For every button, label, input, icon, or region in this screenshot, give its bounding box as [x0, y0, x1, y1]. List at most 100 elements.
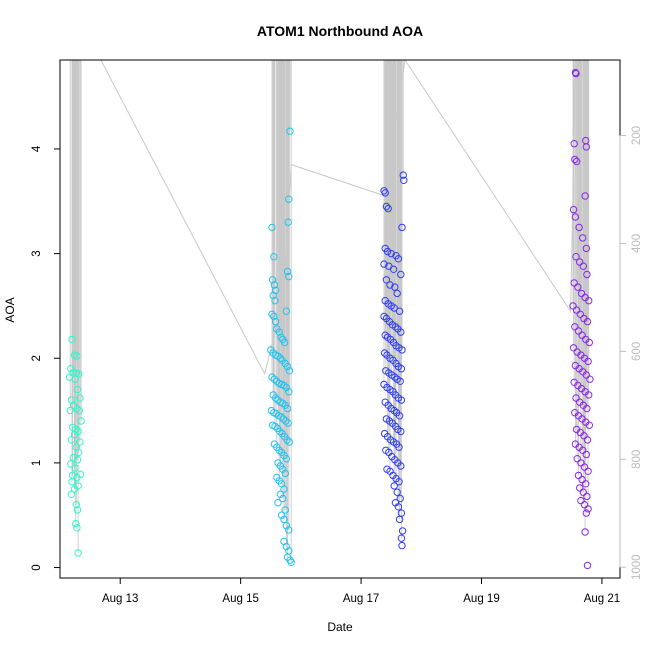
point-s3-29 [578, 331, 586, 339]
y-tick-label-2: 2 [31, 355, 43, 361]
point-s1-28 [283, 362, 292, 371]
point-s3-26 [583, 317, 592, 326]
point-s1-13 [268, 310, 276, 318]
point-s1-42 [279, 399, 287, 407]
point-s2-38 [398, 346, 406, 354]
point-s3-62 [579, 446, 587, 454]
point-s3-22 [569, 302, 577, 310]
point-s2-94 [395, 515, 404, 524]
point-s3-73 [583, 492, 591, 501]
point-s2-4 [382, 202, 391, 211]
point-s3-2 [570, 140, 578, 148]
point-s1-25 [276, 354, 285, 362]
point-s1-82 [285, 526, 293, 534]
point-s3-13 [572, 253, 580, 261]
point-s3-5 [571, 155, 579, 164]
point-s1-81 [282, 522, 291, 530]
point-s3-79 [583, 561, 592, 570]
point-s3-36 [584, 357, 592, 366]
point-s2-29 [391, 323, 400, 331]
point-s3-8 [569, 205, 578, 214]
point-s2-62 [390, 406, 398, 415]
y-tick-label-3: 3 [31, 250, 43, 256]
point-s0-14 [66, 406, 74, 415]
point-s2-31 [397, 328, 405, 336]
point-s1-35 [280, 381, 288, 390]
point-s3-68 [574, 471, 583, 480]
point-s1-30 [268, 373, 276, 381]
point-s1-77 [274, 499, 282, 507]
point-s1-54 [271, 422, 279, 430]
point-s1-51 [282, 417, 290, 425]
point-s2-0 [399, 171, 407, 179]
point-s2-1 [400, 176, 408, 185]
point-s2-96 [397, 534, 406, 542]
y2-tick-label-2: 600 [631, 342, 643, 361]
point-s3-7 [581, 192, 589, 200]
y-axis-label: AOA [3, 297, 17, 322]
point-s1-79 [277, 511, 286, 519]
point-s3-6 [572, 157, 581, 166]
point-s3-63 [582, 450, 590, 459]
point-s2-87 [395, 478, 403, 486]
point-s1-76 [279, 494, 287, 503]
point-s2-19 [393, 289, 401, 298]
point-s1-52 [284, 419, 292, 427]
x-tick-label-2: Aug 17 [343, 593, 379, 605]
x-tick-label-4: Aug 21 [584, 593, 620, 605]
vertical-lines-layer [69, 58, 590, 563]
point-s2-95 [398, 527, 407, 535]
point-s2-97 [398, 541, 406, 550]
point-s0-16 [77, 417, 85, 425]
point-s0-38 [72, 519, 80, 528]
point-s2-8 [383, 247, 392, 256]
point-s3-71 [576, 484, 584, 492]
point-s1-49 [277, 413, 285, 421]
point-s0-8 [71, 375, 79, 383]
point-s3-1 [572, 69, 580, 78]
point-s0-24 [75, 448, 83, 457]
point-s1-7 [268, 276, 277, 284]
point-s1-20 [280, 338, 289, 347]
point-s1-39 [271, 394, 280, 402]
point-s3-12 [582, 244, 590, 253]
point-s0-39 [73, 524, 81, 532]
point-s3-72 [579, 488, 587, 496]
point-s1-1 [285, 195, 293, 203]
point-s3-17 [570, 279, 578, 287]
point-s1-66 [282, 455, 291, 463]
chart-title: ATOM1 Northbound AOA [257, 23, 423, 39]
point-s0-31 [73, 473, 81, 482]
point-s3-14 [576, 258, 584, 266]
point-s2-51 [396, 377, 404, 385]
point-s3-18 [574, 283, 582, 291]
point-s1-44 [283, 404, 292, 413]
point-s0-37 [73, 506, 82, 514]
point-s3-50 [583, 404, 591, 413]
point-s2-24 [395, 307, 404, 315]
point-s3-69 [578, 475, 586, 484]
point-s0-27 [67, 460, 75, 468]
plot-frame [59, 59, 621, 579]
point-s0-25 [69, 454, 77, 462]
point-s0-20 [70, 430, 79, 439]
point-s1-24 [274, 352, 282, 360]
point-s2-32 [381, 331, 389, 339]
point-s1-80 [280, 515, 288, 524]
point-s0-6 [75, 370, 83, 378]
point-s2-90 [396, 494, 404, 503]
point-s3-15 [579, 262, 587, 270]
point-s1-36 [282, 383, 291, 392]
point-s3-70 [582, 480, 590, 488]
y2-tick-label-3: 800 [631, 450, 643, 469]
point-s1-69 [279, 465, 287, 473]
point-s3-47 [572, 394, 580, 402]
point-s1-4 [270, 253, 278, 261]
point-s1-63 [275, 446, 283, 454]
y2-tick-label-4: 1000 [631, 554, 643, 580]
point-s0-22 [76, 438, 84, 446]
point-s2-45 [397, 365, 406, 373]
x-tick-label-3: Aug 19 [463, 593, 499, 605]
point-s0-26 [73, 456, 82, 464]
point-s2-17 [386, 281, 394, 289]
